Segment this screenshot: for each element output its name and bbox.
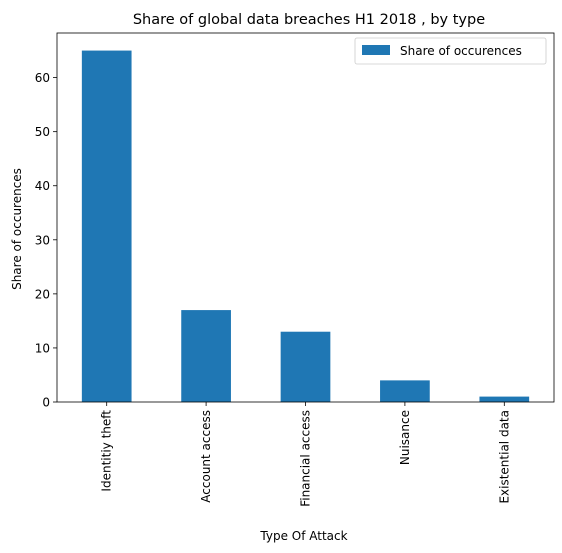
x-tick-label: Account access (199, 410, 213, 503)
x-tick-label: Identitiy theft (100, 410, 114, 492)
y-tick-label: 20 (35, 287, 50, 301)
x-axis-label: Type Of Attack (259, 529, 347, 543)
legend-label: Share of occurences (400, 44, 522, 58)
legend-swatch (362, 45, 390, 55)
y-tick-label: 40 (35, 179, 50, 193)
bar (280, 331, 331, 402)
y-tick-label: 60 (35, 71, 50, 85)
y-tick-label: 0 (42, 396, 50, 410)
chart-title: Share of global data breaches H1 2018 , … (133, 12, 485, 28)
bar (181, 310, 231, 402)
x-axis: Identitiy theft Account access Financial a… (100, 402, 511, 507)
x-tick-label: Nuisance (398, 410, 412, 465)
bars-layer (81, 50, 530, 402)
x-tick-label: Financial access (299, 410, 313, 507)
y-tick-label: 10 (35, 341, 50, 355)
y-axis: 0 10 20 30 40 50 60 (35, 71, 57, 410)
legend: Share of occurences (354, 37, 547, 65)
y-tick-label: 50 (35, 125, 50, 139)
bar (380, 380, 430, 402)
plot-frame (56, 32, 555, 403)
x-tick-label: Existential data (497, 410, 511, 504)
bar (81, 50, 132, 402)
bar (479, 396, 530, 402)
legend-box (354, 37, 547, 65)
y-tick-label: 30 (35, 233, 50, 247)
plot-frame-rect (56, 32, 555, 403)
y-axis-label: Share of occurences (10, 168, 24, 290)
